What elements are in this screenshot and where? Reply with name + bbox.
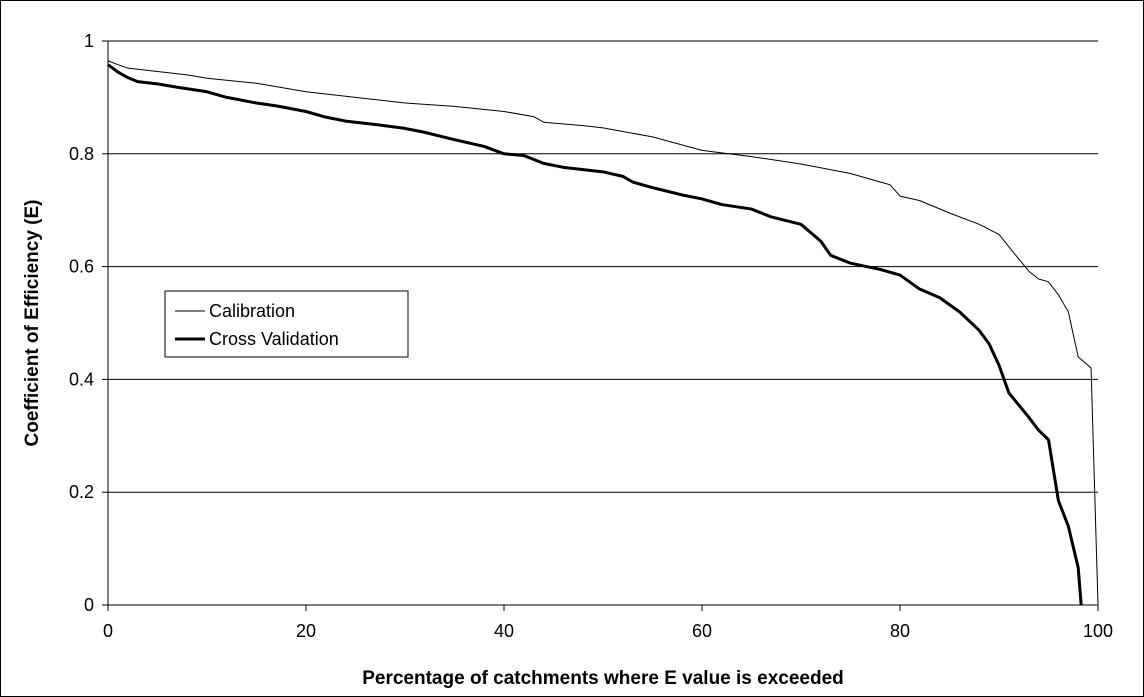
y-axis-title: Coefficient of Efficiency (E) — [22, 199, 43, 446]
legend-box — [164, 290, 409, 358]
legend-label: Calibration — [209, 301, 295, 321]
x-tick-label: 100 — [1083, 621, 1113, 641]
x-tick-label: 80 — [890, 621, 910, 641]
legend-label: Cross Validation — [209, 329, 339, 349]
y-tick-label: 0.4 — [69, 369, 94, 389]
x-tick-label: 0 — [103, 621, 113, 641]
y-tick-label: 1 — [84, 31, 94, 51]
y-tick-label: 0 — [84, 595, 94, 615]
line-series — [107, 63, 1083, 606]
x-tick-label: 60 — [692, 621, 712, 641]
y-tick-label: 0.6 — [69, 257, 94, 277]
x-tick-label: 20 — [296, 621, 316, 641]
line-series — [107, 60, 1099, 606]
y-tick-label: 0.2 — [69, 482, 94, 502]
x-tick-label: 40 — [494, 621, 514, 641]
y-tick-label: 0.8 — [69, 144, 94, 164]
x-axis-title: Percentage of catchments where E value i… — [362, 668, 844, 689]
